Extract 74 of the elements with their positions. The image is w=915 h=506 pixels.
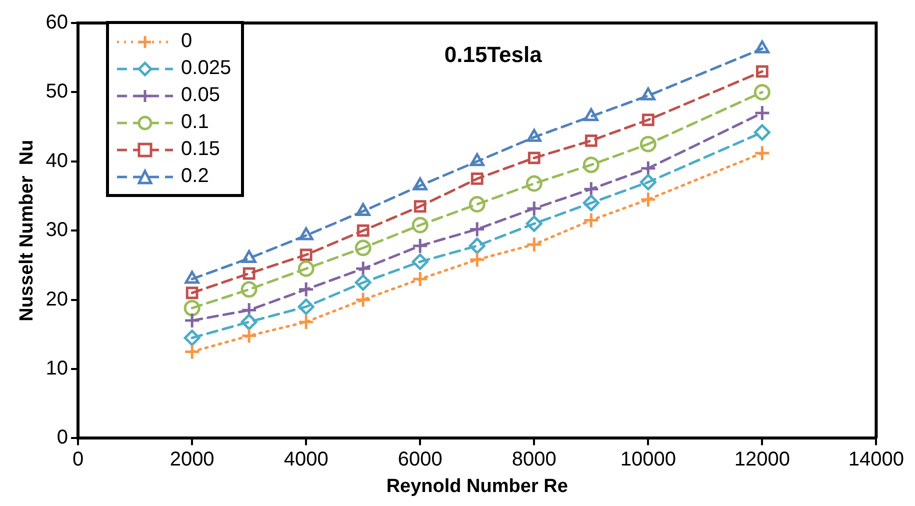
point bbox=[526, 175, 542, 192]
legend-label: 0.2 bbox=[181, 164, 209, 189]
point bbox=[468, 251, 486, 268]
point bbox=[640, 174, 656, 190]
x-tick-label: 2000 bbox=[170, 448, 214, 471]
point bbox=[354, 240, 372, 256]
text: 0.15Tesla bbox=[444, 42, 543, 68]
legend-label: 0.15 bbox=[181, 137, 220, 162]
point bbox=[640, 136, 656, 152]
point bbox=[412, 238, 428, 254]
legend-label: 0 bbox=[181, 29, 192, 54]
x-tick-label: 12000 bbox=[734, 448, 790, 471]
legend-label: 0.1 bbox=[181, 110, 209, 135]
point bbox=[354, 260, 372, 277]
point bbox=[184, 312, 200, 329]
point bbox=[582, 180, 600, 198]
point bbox=[754, 144, 770, 162]
point bbox=[354, 274, 372, 291]
point bbox=[582, 194, 600, 212]
point bbox=[468, 238, 486, 254]
point bbox=[354, 292, 372, 308]
point bbox=[298, 281, 314, 298]
point bbox=[754, 124, 770, 141]
point bbox=[754, 84, 770, 100]
point bbox=[240, 328, 258, 344]
point bbox=[756, 65, 768, 78]
point bbox=[240, 281, 258, 298]
legend-label: 0.05 bbox=[181, 83, 220, 108]
point bbox=[526, 236, 542, 253]
point bbox=[298, 260, 314, 277]
point bbox=[298, 314, 314, 330]
y-tick-label: 30 bbox=[46, 219, 68, 242]
point bbox=[528, 152, 540, 164]
x-tick-label: 4000 bbox=[284, 448, 328, 471]
x-tick-label: 0 bbox=[72, 448, 84, 471]
y-tick-label: 20 bbox=[46, 288, 68, 310]
point bbox=[356, 224, 370, 237]
point bbox=[526, 215, 542, 232]
y-axis-title: Nusselt Number Nu bbox=[16, 140, 38, 322]
x-tick-label: 6000 bbox=[398, 448, 442, 471]
y-tick-label: 50 bbox=[46, 80, 68, 103]
y-tick-label: 60 bbox=[46, 12, 68, 34]
x-tick-label: 14000 bbox=[848, 448, 904, 471]
point bbox=[298, 298, 314, 315]
point bbox=[242, 267, 256, 280]
point bbox=[184, 300, 200, 316]
point bbox=[184, 343, 200, 360]
point bbox=[186, 286, 198, 300]
point bbox=[640, 191, 656, 208]
point bbox=[642, 114, 654, 126]
point bbox=[470, 172, 484, 185]
point bbox=[300, 248, 312, 262]
point bbox=[526, 200, 542, 217]
point bbox=[584, 134, 598, 147]
point bbox=[582, 156, 600, 174]
point bbox=[468, 220, 486, 238]
point bbox=[184, 330, 200, 346]
point bbox=[412, 253, 428, 270]
y-tick-label: 0 bbox=[56, 426, 68, 449]
y-tick-label: 10 bbox=[46, 358, 68, 380]
x-axis-title: Reynold Number Re bbox=[386, 476, 568, 497]
point bbox=[640, 160, 656, 177]
point bbox=[582, 212, 600, 228]
point bbox=[468, 196, 486, 213]
point bbox=[754, 104, 770, 122]
point bbox=[414, 200, 426, 213]
point bbox=[412, 270, 428, 288]
point bbox=[412, 216, 428, 234]
x-tick-label: 8000 bbox=[512, 448, 556, 471]
legend-label: 0.025 bbox=[181, 56, 232, 81]
point bbox=[240, 314, 258, 330]
point bbox=[242, 250, 256, 264]
y-tick-label: 40 bbox=[46, 150, 68, 172]
x-tick-label: 10000 bbox=[620, 448, 676, 471]
